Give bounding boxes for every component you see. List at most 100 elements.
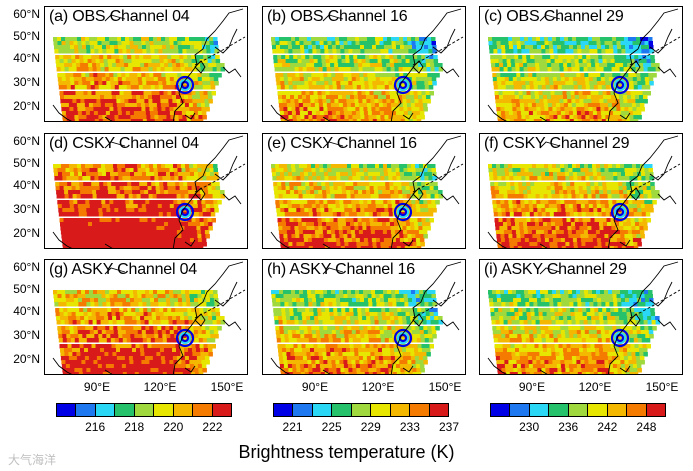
latitude-label: 60°N [13, 134, 40, 148]
longitude-label: 90°E [518, 380, 546, 394]
brightness-field [53, 164, 226, 248]
longitude-label: 150°E [428, 380, 462, 394]
longitude-label: 150°E [645, 380, 679, 394]
latitude-label: 40°N [13, 178, 40, 192]
colorbar-segment [332, 404, 352, 416]
coastline [322, 135, 462, 248]
colorbar-tick-label: 233 [399, 420, 420, 434]
map-panel-d: (d) CSKY Channel 04 [44, 133, 248, 249]
colorbar-segment [588, 404, 608, 416]
colorbar-segment [312, 404, 333, 416]
panel-title: (a) OBS Channel 04 [49, 8, 190, 25]
longitude-label: 90°E [83, 380, 111, 394]
southern-coast [487, 357, 548, 374]
colorbar-segment [568, 404, 589, 416]
latitude-label: 60°N [13, 260, 40, 274]
panel-title: (i) ASKY Channel 29 [484, 261, 627, 278]
map-panel-g: (g) ASKY Channel 04 [44, 259, 248, 375]
colorbar-segment [491, 404, 511, 416]
latitude-label: 30°N [13, 202, 40, 216]
colorbar-tick-label: 248 [636, 420, 657, 434]
colorbar-tick-label: 216 [85, 420, 106, 434]
colorbar-segment [607, 404, 628, 416]
coastline [322, 261, 462, 374]
southern-coast [487, 231, 548, 248]
brightness-field [488, 164, 661, 248]
latitude-label: 60°N [13, 7, 40, 21]
colorbar-segment [173, 404, 194, 416]
brightness-field [271, 37, 444, 121]
brightness-field [271, 290, 444, 374]
colorbar-segment [134, 404, 155, 416]
colorbar-tick-label: 225 [321, 420, 342, 434]
colorbar-tick-label: 229 [360, 420, 381, 434]
watermark: 大气海洋 [8, 453, 57, 467]
brightness-field [488, 37, 661, 121]
panel-title: (f) CSKY Channel 29 [484, 135, 630, 152]
brightness-field [488, 290, 661, 374]
colorbar-tick-label: 230 [519, 420, 540, 434]
colorbar-ch16 [273, 403, 449, 417]
coastline [539, 261, 679, 374]
latitude-label: 50°N [13, 282, 40, 296]
coastline [104, 8, 244, 121]
panel-title: (e) CSKY Channel 16 [267, 135, 417, 152]
latitude-label: 50°N [13, 29, 40, 43]
map-panel-c: (c) OBS Channel 29 [479, 6, 683, 122]
coastline [539, 135, 679, 248]
longitude-label: 120°E [143, 380, 177, 394]
map-panel-b: (b) OBS Channel 16 [262, 6, 466, 122]
map-panel-a: (a) OBS Channel 04 [44, 6, 248, 122]
colorbar-tick-label: 218 [124, 420, 145, 434]
panel-title: (d) CSKY Channel 04 [49, 135, 199, 152]
latitude-label: 30°N [13, 328, 40, 342]
longitude-label: 90°E [301, 380, 329, 394]
colorbar-segment [371, 404, 391, 416]
colorbar-axis-label: Brightness temperature (K) [238, 442, 455, 462]
panel-title: (g) ASKY Channel 04 [49, 261, 198, 278]
longitude-label: 150°E [210, 380, 244, 394]
colorbar-tick-label: 237 [438, 420, 460, 434]
latitude-label: 40°N [13, 51, 40, 65]
colorbar-tick-label: 236 [558, 420, 579, 434]
colorbar-segment [410, 404, 430, 416]
colorbar-segment [529, 404, 550, 416]
colorbar-segment [193, 404, 213, 416]
coastline [104, 135, 244, 248]
panel-title: (h) ASKY Channel 16 [267, 261, 416, 278]
latitude-label: 20°N [13, 352, 40, 366]
southern-coast [270, 231, 331, 248]
colorbar-ch29 [490, 403, 666, 417]
brightness-field [53, 37, 226, 121]
longitude-label: 120°E [578, 380, 612, 394]
colorbar-ch04 [56, 403, 232, 417]
colorbar-tick-label: 242 [597, 420, 618, 434]
colorbar-segment [76, 404, 96, 416]
map-panel-i: (i) ASKY Channel 29 [479, 259, 683, 375]
colorbar-segment [274, 404, 294, 416]
panel-title: (c) OBS Channel 29 [484, 8, 624, 25]
map-panel-f: (f) CSKY Channel 29 [479, 133, 683, 249]
colorbar-segment [293, 404, 313, 416]
colorbar-segment [212, 404, 231, 416]
colorbar-segment [115, 404, 135, 416]
colorbar-segment [429, 404, 448, 416]
panel-title: (b) OBS Channel 16 [267, 8, 408, 25]
map-panel-e: (e) CSKY Channel 16 [262, 133, 466, 249]
latitude-label: 30°N [13, 75, 40, 89]
colorbar-segment [57, 404, 77, 416]
southern-coast [52, 357, 113, 374]
colorbar-segment [95, 404, 116, 416]
colorbar-tick-label: 222 [202, 420, 223, 434]
colorbar-segment [390, 404, 411, 416]
coastline [104, 261, 244, 374]
southern-coast [270, 357, 331, 374]
latitude-label: 50°N [13, 156, 40, 170]
colorbar-segment [646, 404, 665, 416]
latitude-label: 20°N [13, 99, 40, 113]
latitude-label: 20°N [13, 226, 40, 240]
coastline [322, 8, 462, 121]
colorbar-segment [351, 404, 372, 416]
colorbar-segment [549, 404, 569, 416]
colorbar-tick-label: 220 [163, 420, 184, 434]
